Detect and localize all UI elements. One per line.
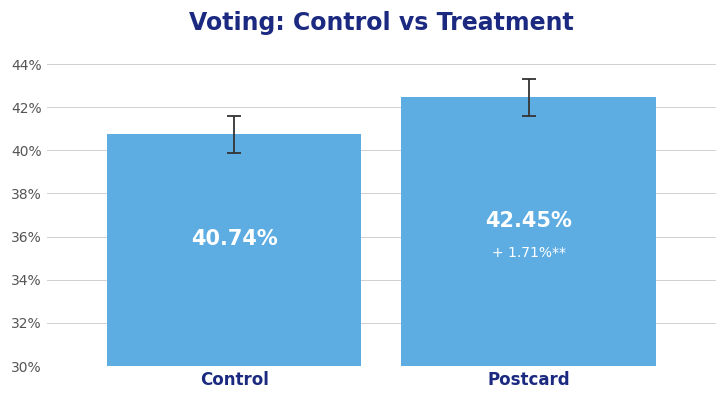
Title: Voting: Control vs Treatment: Voting: Control vs Treatment	[189, 11, 574, 35]
Text: 40.74%: 40.74%	[190, 230, 278, 250]
Text: 42.45%: 42.45%	[485, 211, 572, 231]
Bar	[401, 98, 656, 366]
Bar	[107, 134, 361, 366]
Text: + 1.71%**: + 1.71%**	[491, 246, 566, 260]
